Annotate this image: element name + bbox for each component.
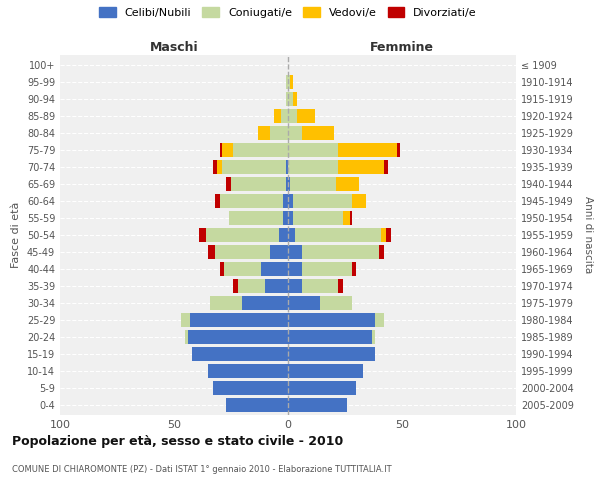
Bar xyxy=(233,143,288,157)
Text: COMUNE DI CHIAROMONTE (PZ) - Dati ISTAT 1° gennaio 2010 - Elaborazione TUTTITALI: COMUNE DI CHIAROMONTE (PZ) - Dati ISTAT … xyxy=(12,465,392,474)
Bar xyxy=(384,160,388,174)
Bar xyxy=(288,211,293,225)
Bar xyxy=(215,194,220,208)
Bar xyxy=(233,279,238,293)
Bar xyxy=(220,262,224,276)
Bar xyxy=(288,160,338,174)
Text: Popolazione per età, sesso e stato civile - 2010: Popolazione per età, sesso e stato civil… xyxy=(12,435,343,448)
Bar xyxy=(229,211,283,225)
Bar xyxy=(293,92,297,106)
Bar xyxy=(338,143,397,157)
Bar xyxy=(188,330,288,344)
Bar xyxy=(185,330,188,344)
Bar xyxy=(260,262,288,276)
Bar xyxy=(220,194,283,208)
Bar xyxy=(302,262,352,276)
Bar xyxy=(288,381,356,395)
Bar xyxy=(231,177,286,191)
Bar xyxy=(379,245,384,259)
Bar xyxy=(288,398,347,412)
Bar xyxy=(350,211,352,225)
Bar xyxy=(286,75,288,89)
Bar xyxy=(238,279,265,293)
Bar xyxy=(283,211,288,225)
Bar xyxy=(288,347,374,361)
Text: Maschi: Maschi xyxy=(149,41,199,54)
Bar xyxy=(288,313,374,327)
Bar xyxy=(206,228,279,242)
Bar xyxy=(192,347,288,361)
Bar xyxy=(338,279,343,293)
Bar xyxy=(288,177,290,191)
Bar xyxy=(288,279,302,293)
Bar xyxy=(293,211,343,225)
Bar xyxy=(352,194,365,208)
Bar xyxy=(302,126,334,140)
Bar xyxy=(336,177,359,191)
Bar xyxy=(208,364,288,378)
Bar xyxy=(270,245,288,259)
Bar xyxy=(222,143,233,157)
Bar xyxy=(397,143,400,157)
Bar xyxy=(302,245,379,259)
Bar xyxy=(199,228,206,242)
Bar xyxy=(279,228,288,242)
Bar xyxy=(259,126,270,140)
Bar xyxy=(352,262,356,276)
Bar xyxy=(288,109,297,123)
Bar xyxy=(290,177,336,191)
Bar xyxy=(295,228,382,242)
Bar xyxy=(288,126,302,140)
Bar xyxy=(373,330,374,344)
Bar xyxy=(288,296,320,310)
Bar xyxy=(288,262,302,276)
Bar xyxy=(290,75,293,89)
Bar xyxy=(281,109,288,123)
Bar xyxy=(286,177,288,191)
Bar xyxy=(224,262,260,276)
Bar xyxy=(190,313,288,327)
Bar xyxy=(286,92,288,106)
Bar xyxy=(220,143,222,157)
Bar xyxy=(288,75,290,89)
Bar xyxy=(226,177,231,191)
Bar xyxy=(288,330,373,344)
Bar xyxy=(382,228,386,242)
Bar xyxy=(343,211,350,225)
Bar xyxy=(302,279,338,293)
Bar xyxy=(288,228,295,242)
Bar xyxy=(288,364,363,378)
Bar xyxy=(386,228,391,242)
Bar xyxy=(226,398,288,412)
Bar xyxy=(215,245,270,259)
Bar xyxy=(288,194,293,208)
Text: Femmine: Femmine xyxy=(370,41,434,54)
Y-axis label: Fasce di età: Fasce di età xyxy=(11,202,21,268)
Bar xyxy=(213,381,288,395)
Y-axis label: Anni di nascita: Anni di nascita xyxy=(583,196,593,274)
Bar xyxy=(181,313,190,327)
Bar xyxy=(286,160,288,174)
Bar xyxy=(288,245,302,259)
Bar xyxy=(283,194,288,208)
Bar xyxy=(320,296,352,310)
Bar xyxy=(242,296,288,310)
Bar xyxy=(211,296,242,310)
Bar xyxy=(297,109,316,123)
Bar xyxy=(222,160,286,174)
Bar xyxy=(293,194,352,208)
Bar xyxy=(288,143,338,157)
Bar xyxy=(213,160,217,174)
Bar xyxy=(270,126,288,140)
Bar xyxy=(374,313,384,327)
Bar xyxy=(274,109,281,123)
Bar xyxy=(288,92,293,106)
Legend: Celibi/Nubili, Coniugati/e, Vedovi/e, Divorziati/e: Celibi/Nubili, Coniugati/e, Vedovi/e, Di… xyxy=(95,3,481,22)
Bar xyxy=(217,160,222,174)
Bar xyxy=(265,279,288,293)
Bar xyxy=(338,160,384,174)
Bar xyxy=(208,245,215,259)
